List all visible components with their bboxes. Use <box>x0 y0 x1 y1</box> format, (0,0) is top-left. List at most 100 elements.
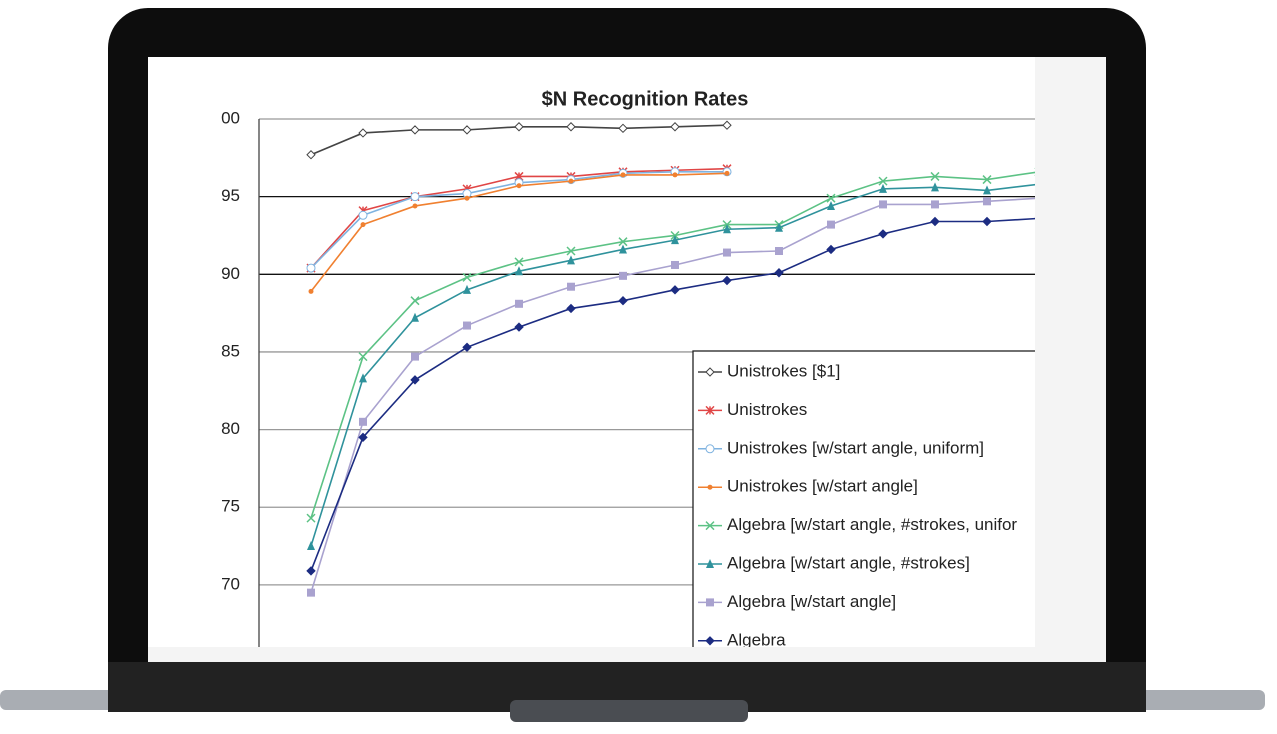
marker <box>567 282 575 291</box>
marker <box>566 303 576 314</box>
legend-label: Algebra [w/start angle] <box>727 592 896 611</box>
marker <box>411 312 419 322</box>
marker <box>619 271 627 280</box>
y-tick-label: 80 <box>221 419 240 438</box>
legend-label: Unistrokes [w/start angle, uniform] <box>727 438 984 457</box>
marker <box>306 150 316 160</box>
marker <box>827 220 835 229</box>
marker <box>358 210 368 220</box>
marker <box>516 183 522 189</box>
marker <box>775 247 783 255</box>
marker <box>358 128 368 138</box>
marker <box>358 432 368 443</box>
marker <box>618 123 628 134</box>
marker <box>307 588 315 597</box>
marker <box>723 248 731 257</box>
marker <box>566 122 576 132</box>
legend-label: Algebra <box>727 630 786 649</box>
marker <box>722 120 732 130</box>
marker <box>514 122 524 132</box>
marker <box>358 352 368 362</box>
y-tick-label: 00 <box>221 108 240 127</box>
marker <box>410 296 420 306</box>
marker <box>306 263 316 273</box>
marker <box>930 216 940 227</box>
marker <box>515 266 523 276</box>
y-tick-label: 70 <box>221 574 240 593</box>
marker <box>879 183 887 193</box>
marker <box>723 224 731 234</box>
legend-label: Unistrokes <box>727 400 807 419</box>
marker <box>827 200 835 210</box>
marker <box>568 178 574 184</box>
marker <box>930 171 940 181</box>
marker <box>705 636 715 646</box>
marker <box>410 192 420 202</box>
marker <box>464 195 470 201</box>
marker <box>514 322 524 332</box>
marker <box>706 598 714 607</box>
marker <box>618 237 628 247</box>
legend-label: Algebra [w/start angle, #strokes, unifor <box>727 515 1017 534</box>
marker <box>826 244 836 255</box>
y-tick-label: 95 <box>221 186 240 205</box>
y-tick-label: 85 <box>221 341 240 360</box>
marker <box>931 182 939 192</box>
marker <box>705 444 715 454</box>
marker <box>671 235 679 245</box>
marker <box>618 295 628 306</box>
marker <box>878 176 888 186</box>
chart-title: $N Recognition Rates <box>542 88 749 110</box>
marker <box>724 170 730 176</box>
marker <box>412 203 418 209</box>
legend-label: Unistrokes [w/start angle] <box>727 477 918 496</box>
marker <box>514 257 524 267</box>
marker <box>774 268 784 278</box>
marker <box>983 197 991 206</box>
marker <box>878 229 888 239</box>
marker <box>983 185 991 195</box>
laptop-notch <box>510 700 748 722</box>
marker <box>359 373 367 383</box>
marker <box>567 255 575 265</box>
marker <box>705 367 715 377</box>
marker <box>411 352 419 361</box>
marker <box>515 299 523 308</box>
marker <box>307 541 315 551</box>
marker <box>462 272 472 282</box>
marker <box>463 284 471 294</box>
marker <box>463 321 471 330</box>
legend-box <box>692 350 1035 647</box>
marker <box>705 521 715 531</box>
marker <box>826 193 836 203</box>
marker <box>879 200 887 209</box>
marker <box>931 200 939 209</box>
marker <box>722 275 732 286</box>
legend-label: Algebra [w/start angle, #strokes] <box>727 553 970 572</box>
marker <box>566 246 576 256</box>
marker <box>672 172 678 178</box>
marker <box>671 260 679 269</box>
marker <box>982 216 992 227</box>
marker <box>982 175 992 185</box>
marker <box>707 484 713 490</box>
marker <box>359 417 367 426</box>
marker <box>619 244 627 254</box>
marker <box>775 222 783 232</box>
marker <box>410 375 420 385</box>
marker <box>306 513 316 523</box>
chart: $N Recognition Rates 00 95 90 85 80 75 70 Unist… <box>221 88 1035 649</box>
marker <box>620 172 626 178</box>
marker <box>462 125 472 135</box>
marker <box>410 125 420 135</box>
marker <box>705 405 715 415</box>
marker <box>670 122 680 132</box>
y-tick-label: 90 <box>221 264 240 283</box>
marker <box>706 559 714 568</box>
legend-label: Unistrokes [$1] <box>727 361 840 380</box>
marker <box>306 566 316 576</box>
marker <box>670 285 680 295</box>
marker <box>308 288 314 294</box>
y-tick-label: 75 <box>221 497 240 516</box>
